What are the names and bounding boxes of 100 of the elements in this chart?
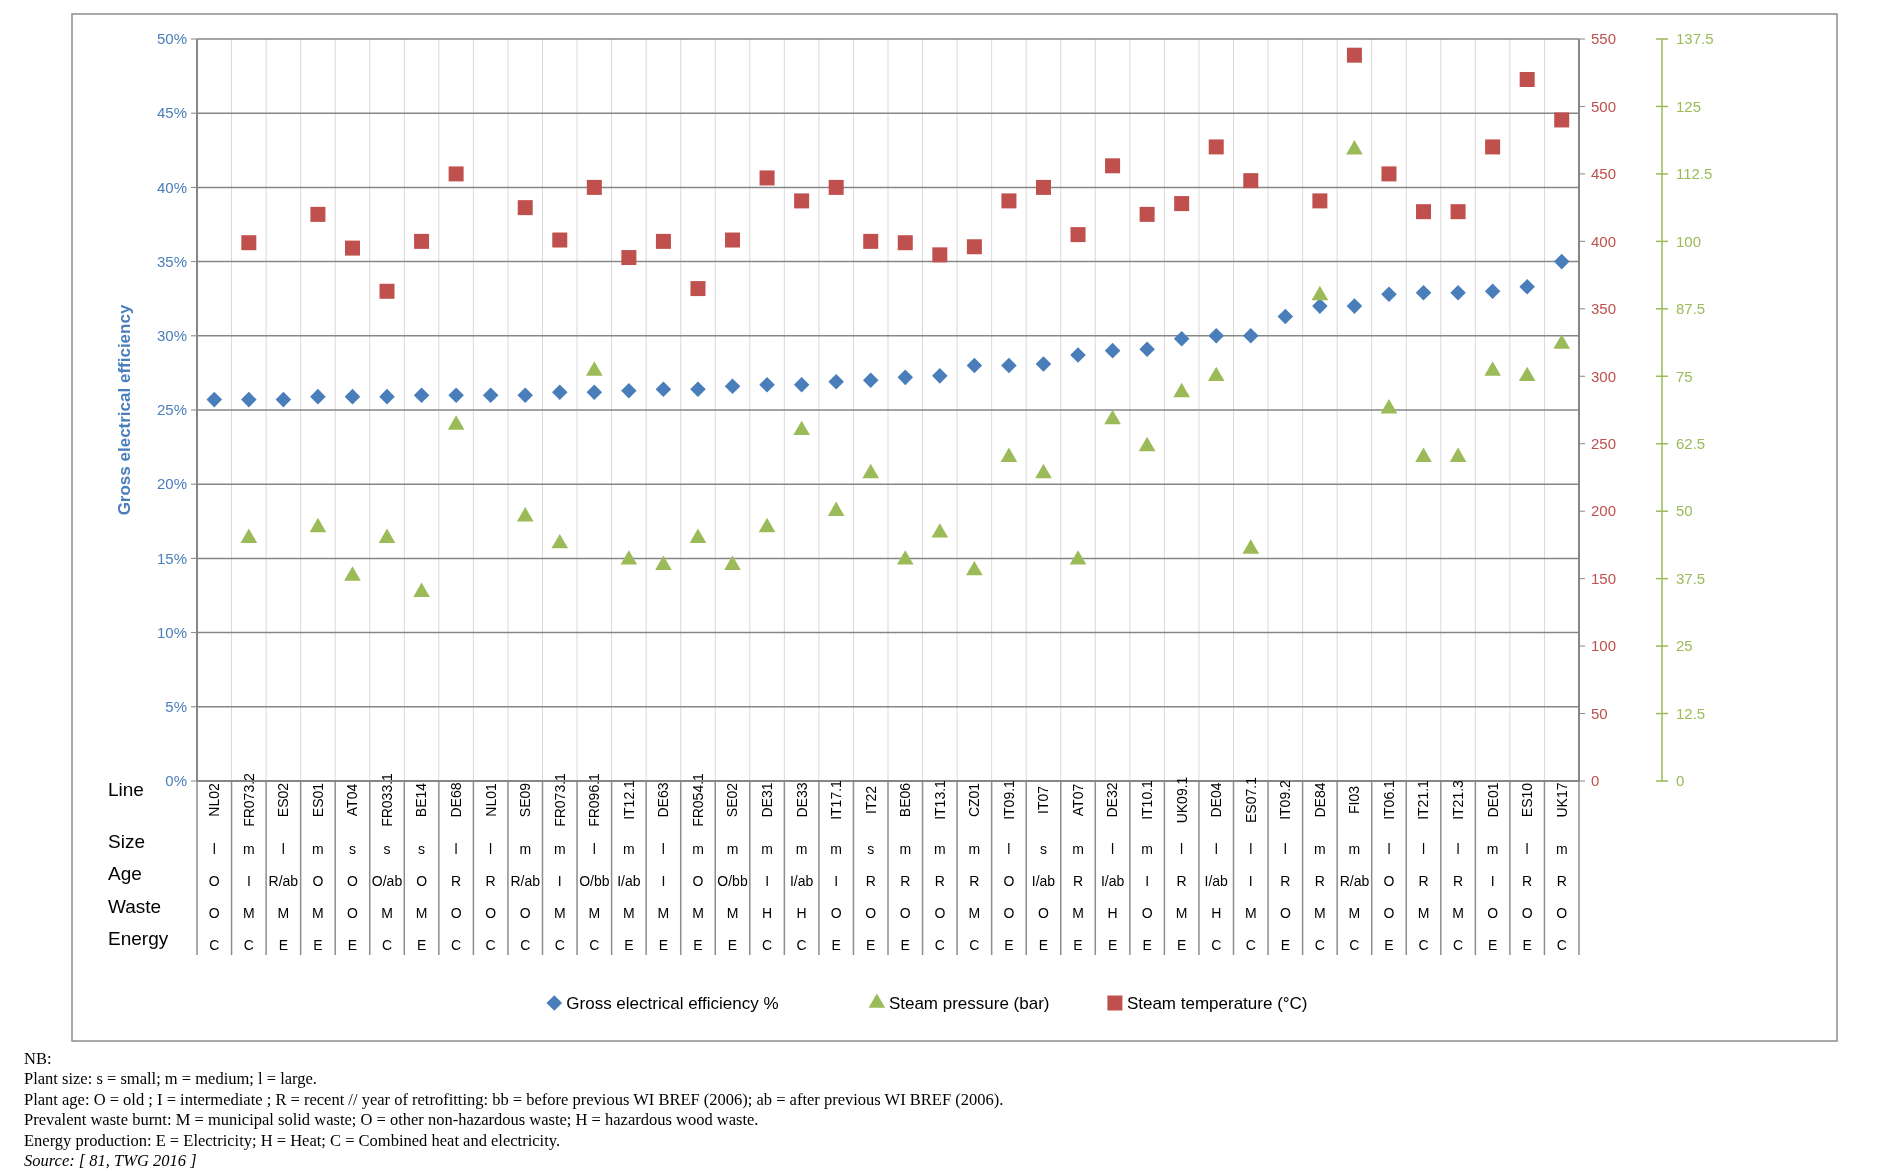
category-label: BE14 s O M E (413, 782, 430, 953)
text: Plant age: O = old ; I = intermediate ; R = recent // year of retrofitting: bb = before previous WI BREF (2006); ab = after previous WI BREF (2006). (24, 1089, 1004, 1109)
y-axis-title: Gross electrical efficiency (115, 304, 134, 516)
y3-tick-label: 37.5 (1676, 569, 1706, 587)
point (516, 506, 534, 522)
y2-tick-label: 50 (1591, 704, 1608, 722)
y3-tick-label: 0 (1676, 772, 1685, 790)
y2-tick-label: 200 (1591, 502, 1617, 520)
point (1070, 227, 1086, 243)
point (344, 240, 360, 256)
y-tick-label: 50% (156, 30, 187, 48)
category-label: ES02 l R/ab M E (268, 782, 299, 953)
text: Energy production: E = Electricity; H = Heat; C = Combined heat and electricity. (24, 1130, 561, 1150)
point (725, 232, 741, 248)
point (655, 555, 672, 570)
point (379, 283, 395, 299)
y3-tick-label: 87.5 (1676, 300, 1706, 318)
point (828, 179, 844, 195)
y2-tick-label: 300 (1591, 367, 1617, 385)
point (690, 381, 706, 397)
point (240, 528, 258, 543)
point (966, 560, 983, 576)
category-label: IT09.2 l R O E (1277, 780, 1294, 953)
point (1173, 382, 1190, 398)
point (862, 463, 880, 479)
x-tick-label: FR073.2 m I M C (240, 772, 257, 953)
point (1484, 361, 1501, 376)
legend-label: Steam temperature (°C) (1126, 993, 1308, 1013)
point (517, 200, 533, 216)
y2-tick-label: 250 (1591, 434, 1617, 452)
x-tick-label: FR054.1 m O M E (689, 772, 706, 953)
point (1346, 140, 1363, 155)
point (1518, 366, 1536, 382)
point (586, 361, 603, 376)
point (724, 555, 741, 570)
x-tick-label: FR033.1 s O/ab M C (371, 772, 403, 953)
point (759, 170, 775, 186)
point (448, 387, 464, 403)
category-label: NL02 l O O C (206, 783, 223, 953)
point (1138, 436, 1156, 452)
point (1105, 158, 1121, 174)
category-label: IT09.1 l O O E (1000, 780, 1017, 953)
point (1449, 447, 1467, 463)
category-label: BE06 m R O E (897, 782, 914, 953)
text: Plant size: s = small; m = medium; l = large. (24, 1069, 317, 1089)
category-label: IT12.1 m I/ab M E (617, 780, 641, 953)
y3-tick-label: 112.5 (1676, 165, 1713, 183)
y-tick-label: 25% (156, 401, 187, 419)
point (1174, 196, 1190, 212)
point (794, 193, 810, 209)
point (1069, 550, 1087, 565)
point (414, 233, 430, 249)
point (1554, 112, 1570, 128)
y-tick-label: 45% (156, 104, 187, 122)
y-tick-label: 35% (156, 252, 187, 270)
point (1243, 328, 1259, 344)
y3-tick-label: 75 (1676, 367, 1693, 385)
category-label: IT22 s R O E (862, 785, 879, 953)
point (310, 206, 326, 222)
y-tick-label: 40% (156, 178, 187, 196)
category-label: ES10 l R O E (1519, 782, 1536, 953)
point (1346, 47, 1362, 63)
point (1242, 539, 1260, 554)
point (1035, 356, 1052, 372)
point (932, 247, 948, 263)
point (620, 550, 638, 565)
point (309, 517, 327, 533)
y3-tick-label: 137.5 (1676, 30, 1714, 48)
category-label: NL01 l R O C (482, 783, 499, 953)
point (1207, 366, 1225, 382)
category-label: DE84 m R M C (1311, 782, 1328, 953)
point (1450, 204, 1466, 220)
y2-tick-label: 450 (1591, 165, 1617, 183)
category-label: SE02 m O/bb M E (717, 782, 748, 953)
point (1139, 341, 1155, 357)
point (690, 281, 706, 297)
point (621, 250, 637, 266)
point (586, 179, 602, 195)
point (448, 166, 464, 182)
point (1485, 139, 1501, 155)
legend-label: Gross electrical efficiency % (566, 993, 779, 1013)
category-label: ES01 m O M E (309, 782, 326, 953)
point (1381, 166, 1397, 182)
point (1208, 328, 1224, 344)
category-label: UK09.1 l R M E (1173, 776, 1190, 953)
point (1519, 279, 1535, 295)
point (1104, 409, 1121, 425)
point (517, 387, 533, 403)
point (1139, 206, 1155, 222)
point (793, 420, 810, 436)
category-label: DE32 l I/ab H E (1100, 782, 1125, 953)
point (1312, 298, 1328, 314)
y2-tick-label: 150 (1591, 569, 1617, 587)
category-label: DE68 l R O C (448, 782, 465, 953)
category-label: IT21.1 l R M C (1415, 780, 1432, 953)
point (1035, 463, 1052, 479)
point (1380, 399, 1398, 414)
category-label: AT04 s O O E (344, 783, 361, 953)
category-label: IT07 s I/ab O E (1031, 785, 1056, 953)
point (828, 374, 844, 390)
